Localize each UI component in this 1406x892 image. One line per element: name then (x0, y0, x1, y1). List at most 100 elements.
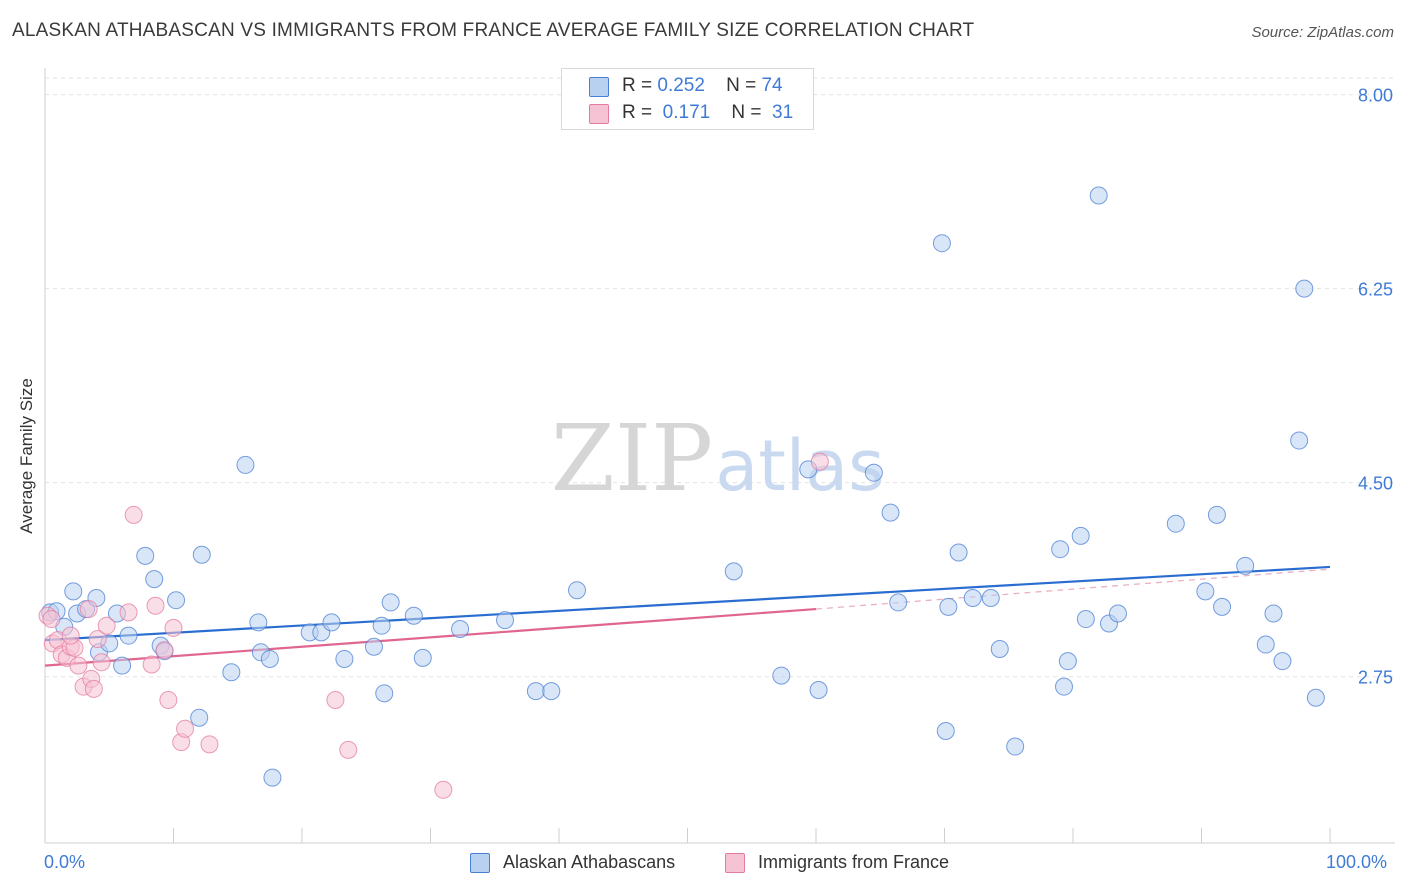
point-athabascan (413, 648, 432, 667)
point-athabascan (1108, 604, 1127, 623)
point-france (200, 735, 219, 754)
legend-n-label: N = (726, 75, 757, 96)
y-tick-labels: 2.75 4.50 6.25 8.00 (1358, 86, 1393, 688)
point-athabascan (381, 593, 400, 612)
point-athabascan (1256, 635, 1275, 654)
point-france (69, 656, 88, 675)
point-athabascan (375, 684, 394, 703)
point-athabascan (949, 543, 968, 562)
point-athabascan (322, 613, 341, 632)
point-athabascan (1071, 526, 1090, 545)
legend-swatch-blue (589, 77, 609, 97)
point-athabascan (526, 682, 545, 701)
point-athabascan (192, 545, 211, 564)
point-france (146, 596, 165, 615)
point-france (434, 780, 453, 799)
y-tick-label: 6.25 (1358, 280, 1393, 300)
point-athabascan (809, 681, 828, 699)
point-france (164, 618, 183, 637)
point-france (142, 655, 161, 674)
watermark: ZIP atlas (551, 405, 885, 512)
x-tick-label-max: 100.0% (1326, 852, 1388, 872)
legend-swatch-blue (470, 853, 490, 873)
legend-label: Alaskan Athabascans (503, 852, 676, 872)
point-athabascan (1089, 186, 1108, 205)
point-athabascan (260, 649, 279, 668)
point-france (88, 630, 107, 648)
legend-r-value: 0.171 (662, 102, 711, 123)
point-athabascan (567, 581, 586, 600)
point-france (124, 505, 143, 524)
point-athabascan (939, 597, 958, 616)
legend-label: Immigrants from France (758, 852, 950, 872)
y-tick-label: 8.00 (1358, 86, 1393, 106)
legend-swatch-pink (725, 853, 745, 873)
point-athabascan (1273, 652, 1292, 671)
y-tick-label: 2.75 (1358, 668, 1393, 688)
point-athabascan (990, 639, 1009, 658)
point-athabascan (113, 656, 132, 675)
point-athabascan (364, 637, 383, 656)
point-france (326, 690, 345, 709)
point-france (61, 626, 80, 645)
point-athabascan (1306, 688, 1325, 707)
point-france (79, 600, 98, 619)
point-athabascan (496, 611, 515, 630)
point-athabascan (889, 593, 908, 612)
point-athabascan (1236, 556, 1255, 575)
trendline-solid (44, 565, 1331, 642)
point-athabascan (119, 626, 138, 645)
chart-title: ALASKAN ATHABASCAN VS IMMIGRANTS FROM FR… (12, 20, 975, 41)
point-athabascan (932, 234, 951, 253)
point-athabascan (1295, 279, 1314, 298)
point-athabascan (372, 616, 391, 635)
legend-swatch-pink (589, 104, 609, 124)
point-france (84, 679, 103, 698)
point-france (159, 690, 178, 709)
point-athabascan (404, 606, 423, 625)
point-athabascan (963, 588, 982, 607)
point-athabascan (136, 546, 155, 565)
point-athabascan (167, 591, 186, 610)
legend-r-label: R = (622, 75, 653, 96)
y-axis-label: Average Family Size (17, 378, 36, 534)
watermark-zip: ZIP (551, 405, 713, 512)
point-athabascan (881, 503, 900, 522)
point-france (176, 719, 195, 738)
point-athabascan (542, 682, 561, 701)
point-athabascan (724, 562, 743, 581)
legend-n-label: N = (731, 102, 762, 123)
point-athabascan (451, 620, 470, 639)
point-athabascan (772, 666, 791, 685)
legend-n-value: 31 (772, 102, 794, 123)
point-athabascan (1006, 737, 1025, 756)
point-athabascan (1196, 582, 1215, 601)
point-athabascan (1058, 652, 1077, 671)
point-athabascan (64, 582, 83, 601)
correlation-legend: R = 0.252 N = 74 R = 0.171 N = 31 (561, 68, 814, 130)
point-athabascan (335, 649, 354, 668)
data-points (38, 186, 1325, 799)
axes (44, 68, 1395, 844)
point-france (339, 740, 358, 759)
y-tick-label: 4.50 (1358, 474, 1393, 494)
gridlines (45, 77, 1395, 678)
point-athabascan (1264, 604, 1283, 623)
point-athabascan (981, 588, 1000, 607)
point-france (92, 653, 111, 672)
point-athabascan (249, 613, 268, 632)
point-athabascan (1076, 610, 1095, 629)
point-france (119, 603, 138, 622)
trendlines (44, 565, 1331, 667)
point-athabascan (1055, 677, 1074, 696)
point-athabascan (1213, 597, 1232, 616)
point-france (155, 641, 174, 660)
point-france (810, 452, 829, 471)
legend-r-label: R = (622, 102, 653, 123)
point-athabascan (936, 722, 955, 741)
point-athabascan (190, 708, 209, 727)
legend-r-value: 0.252 (657, 75, 705, 96)
point-athabascan (1290, 431, 1309, 450)
point-athabascan (222, 663, 241, 682)
